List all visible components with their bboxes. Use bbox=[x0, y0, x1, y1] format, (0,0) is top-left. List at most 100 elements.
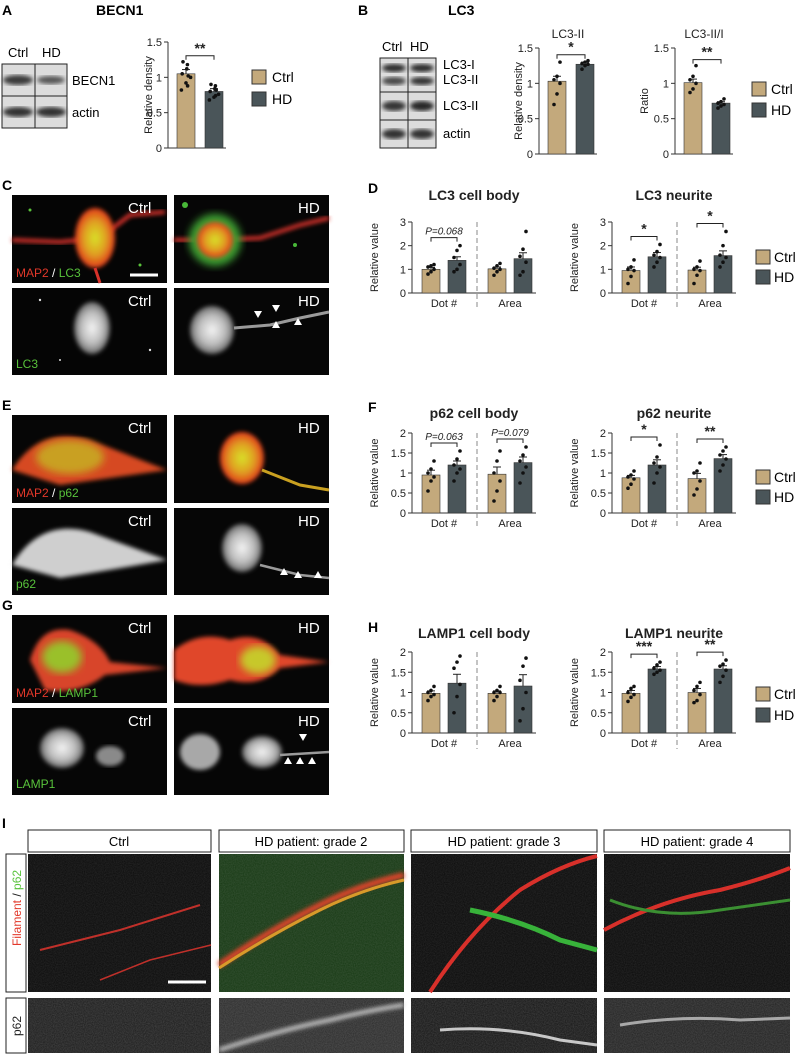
y-tick-label: 1 bbox=[400, 688, 406, 700]
micrograph-i-grade4-merge bbox=[603, 854, 791, 992]
blot-b-row-lc3-ii-long: LC3-II bbox=[443, 98, 478, 113]
micrograph-i-grade2-gray bbox=[218, 998, 405, 1053]
chart-d2: LC3 neurite 0 1 2 3 Relative value Dot # Area * * bbox=[569, 187, 736, 310]
data-point bbox=[429, 479, 433, 483]
data-point bbox=[658, 465, 662, 469]
data-point bbox=[458, 262, 462, 267]
data-point bbox=[429, 694, 433, 699]
data-point bbox=[495, 688, 499, 693]
y-tick-label: 1.5 bbox=[147, 37, 162, 49]
panel-a: A BECN1 Ctrl HD BECN1 actin bbox=[1, 2, 144, 129]
significance-bracket bbox=[630, 235, 658, 241]
micrograph-i-grade2-merge bbox=[217, 854, 405, 992]
blot-a-row-actin: actin bbox=[72, 105, 99, 120]
significance-label: *** bbox=[636, 638, 653, 654]
data-point bbox=[429, 688, 433, 693]
panel-letter-i: I bbox=[2, 815, 6, 831]
data-point bbox=[209, 82, 213, 87]
data-point bbox=[632, 469, 636, 473]
bar-ctrl bbox=[487, 473, 507, 514]
chart-title: LC3 cell body bbox=[428, 187, 519, 203]
data-point bbox=[429, 269, 433, 274]
x-group-label: Area bbox=[698, 518, 722, 530]
data-point bbox=[429, 263, 433, 268]
data-point bbox=[698, 479, 702, 483]
data-point bbox=[652, 666, 656, 670]
label-ctrl: Ctrl bbox=[128, 713, 151, 730]
blot-a-lane-ctrl: Ctrl bbox=[8, 45, 28, 60]
data-point bbox=[455, 457, 459, 461]
legend-swatch-hd bbox=[755, 707, 771, 723]
data-point bbox=[458, 467, 462, 471]
data-point bbox=[179, 88, 184, 92]
y-tick-label: 1 bbox=[156, 72, 162, 84]
bar-ctrl bbox=[683, 82, 703, 155]
bar-ctrl bbox=[547, 80, 567, 155]
x-group-label: Area bbox=[498, 518, 522, 530]
data-point bbox=[586, 62, 590, 67]
bar-ctrl bbox=[687, 478, 707, 514]
y-tick-label: 1 bbox=[400, 264, 406, 276]
significance-label: P=0.063 bbox=[425, 432, 463, 443]
legend-swatch-hd bbox=[251, 91, 267, 107]
data-point bbox=[555, 92, 559, 96]
significance-label: ** bbox=[705, 636, 716, 652]
data-point bbox=[458, 682, 462, 687]
data-point bbox=[518, 254, 522, 259]
data-point bbox=[492, 266, 496, 270]
stain-label: LAMP1 bbox=[16, 777, 56, 791]
data-point bbox=[724, 457, 728, 461]
blot-b-row-actin: actin bbox=[443, 126, 470, 141]
column-header-ctrl: Ctrl bbox=[109, 834, 129, 849]
blot-a-lane-hd: HD bbox=[42, 45, 61, 60]
y-axis-label: Relative density bbox=[513, 62, 525, 140]
bar-ctrl bbox=[621, 693, 641, 734]
legend-top-a: Ctrl HD bbox=[251, 69, 294, 107]
data-point bbox=[626, 281, 630, 286]
data-point bbox=[724, 445, 728, 449]
y-tick-label: 1.5 bbox=[591, 667, 606, 679]
data-point bbox=[658, 443, 662, 447]
data-point bbox=[518, 481, 522, 485]
label-ctrl: Ctrl bbox=[128, 293, 151, 310]
data-point bbox=[583, 60, 587, 64]
data-point bbox=[498, 479, 502, 483]
data-point bbox=[521, 453, 525, 457]
data-point bbox=[426, 272, 430, 276]
data-point bbox=[452, 255, 456, 260]
data-point bbox=[698, 680, 702, 685]
data-point bbox=[181, 59, 185, 64]
data-point bbox=[655, 260, 659, 265]
data-point bbox=[695, 698, 699, 703]
data-point bbox=[692, 688, 696, 693]
y-tick-label: 2 bbox=[400, 241, 406, 253]
y-tick-label: 0 bbox=[156, 143, 162, 155]
y-axis-label: Relative value bbox=[369, 658, 381, 727]
y-tick-label: 1.5 bbox=[518, 43, 533, 55]
data-point bbox=[426, 265, 430, 269]
micrograph-i-grade3-gray bbox=[411, 998, 598, 1053]
legend-label-ctrl: Ctrl bbox=[774, 686, 796, 702]
data-point bbox=[694, 63, 698, 68]
data-point bbox=[721, 449, 725, 453]
y-tick-label: 2 bbox=[400, 428, 406, 440]
data-point bbox=[426, 698, 430, 703]
significance-label: * bbox=[641, 421, 647, 437]
data-point bbox=[655, 455, 659, 459]
bar-ctrl bbox=[687, 692, 707, 734]
y-tick-label: 1 bbox=[600, 688, 606, 700]
chart-a: 0 0.5 1 1.5 Relative density ** bbox=[143, 37, 226, 155]
significance-label: ** bbox=[705, 423, 716, 439]
y-tick-label: 0.5 bbox=[391, 708, 406, 720]
data-point bbox=[207, 98, 212, 102]
y-tick-label: 0.5 bbox=[591, 708, 606, 720]
label-hd: HD bbox=[298, 200, 320, 217]
data-point bbox=[695, 487, 699, 491]
data-point bbox=[652, 461, 656, 465]
data-point bbox=[629, 482, 633, 487]
data-point bbox=[688, 90, 692, 95]
data-point bbox=[658, 660, 662, 664]
bar-ctrl bbox=[487, 693, 507, 734]
data-point bbox=[692, 700, 696, 705]
stain-label: MAP2 / p62 bbox=[16, 486, 79, 500]
